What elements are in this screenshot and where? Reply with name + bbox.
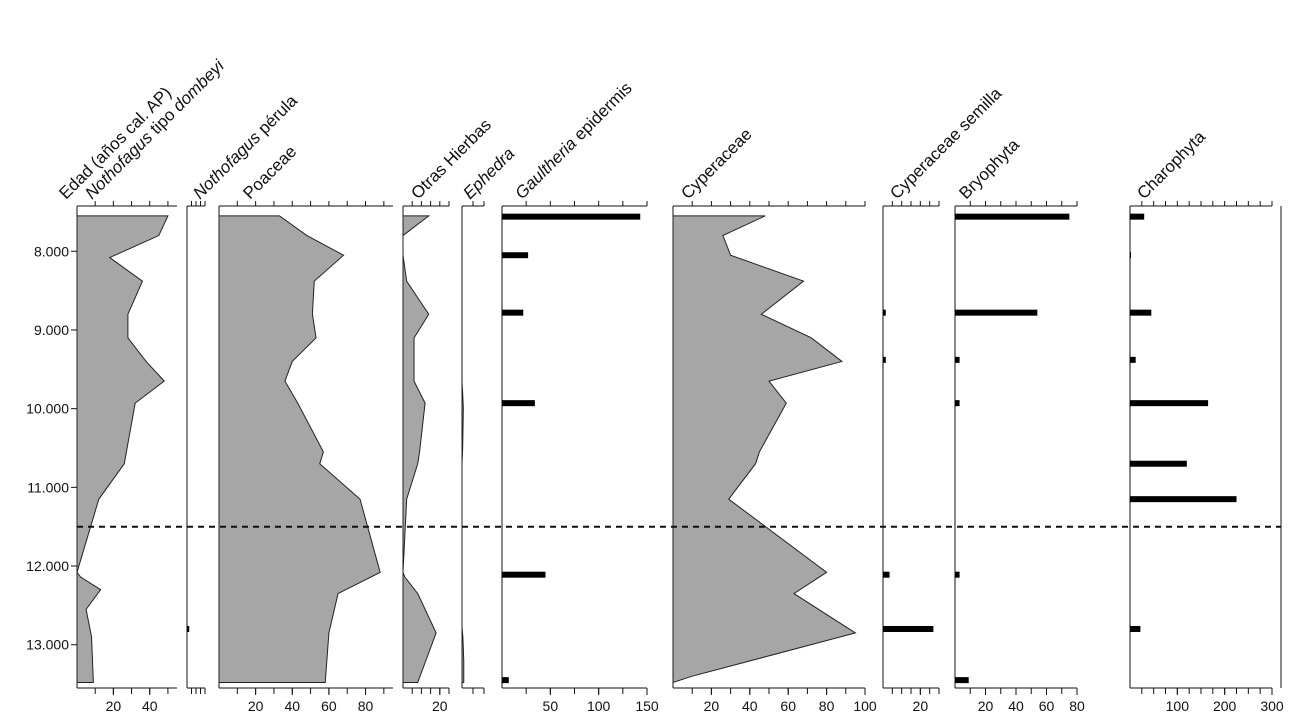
x-tick-label: 20 — [106, 698, 122, 714]
x-tick-label: 40 — [742, 698, 758, 714]
bar-bryophyta — [955, 309, 1038, 316]
bar-charophyta — [1130, 400, 1209, 407]
panel-gaultheria-epidermis: 50 100 150 Gaultheria epidermis — [501, 78, 659, 714]
panel-bryophyta: 20 40 60 80 Bryophyta — [954, 135, 1085, 714]
panel-charophyta: 100 200 300 Charophyta — [1129, 127, 1284, 714]
bar-cyperaceae-semilla — [883, 625, 934, 632]
panel-title: Gaultheria epidermis — [511, 78, 635, 202]
x-tick-label: 80 — [1069, 698, 1085, 714]
bar-cyperaceae-semilla — [883, 309, 886, 316]
curve-cyperaceae — [672, 215, 857, 684]
bar-charophyta — [1130, 356, 1136, 363]
bar-gaultheria-epidermis — [502, 252, 529, 259]
panel-title: Cyperaceae — [677, 125, 755, 203]
x-tick-label: 20 — [432, 698, 448, 714]
x-tick-label: 60 — [321, 698, 337, 714]
age-axis-title: Edad (años cal. AP) — [55, 83, 175, 203]
age-tick-label: 9.000 — [34, 322, 69, 338]
x-tick-label: 40 — [1008, 698, 1024, 714]
curve-ephedra — [461, 381, 465, 683]
curve-nothofagus-tipo-dombeyi — [76, 215, 169, 683]
x-tick-label: 80 — [819, 698, 835, 714]
x-tick-label: 20 — [913, 698, 929, 714]
x-tick-label: 20 — [978, 698, 994, 714]
bar-bryophyta — [955, 400, 960, 407]
bar-gaultheria-epidermis — [502, 677, 509, 684]
bar-bryophyta — [955, 356, 960, 363]
bar-cyperaceae-semilla — [883, 356, 886, 363]
x-tick-label: 80 — [358, 698, 374, 714]
x-tick-label: 300 — [1260, 698, 1284, 714]
bar-gaultheria-epidermis — [502, 571, 546, 578]
x-tick-label: 100 — [1166, 698, 1190, 714]
x-tick-label: 100 — [853, 698, 877, 714]
curve-otras-hierbas — [402, 215, 437, 683]
x-tick-label: 40 — [142, 698, 158, 714]
panel-title: Cyperaceae semilla — [886, 83, 1005, 202]
age-tick-label: 11.000 — [27, 479, 69, 495]
panel-cyperaceae: 20 40 60 80 100 Cyperaceae — [672, 125, 877, 714]
bar-charophyta — [1130, 309, 1152, 316]
x-tick-label: 150 — [635, 698, 659, 714]
age-tick-label: 10.000 — [26, 401, 69, 417]
bar-nothofagus-p-rula — [187, 625, 190, 632]
bar-bryophyta — [955, 213, 1070, 220]
bar-bryophyta — [955, 571, 960, 578]
x-tick-label: 50 — [543, 698, 559, 714]
panel-title: Charophyta — [1133, 127, 1209, 203]
x-tick-label: 20 — [248, 698, 264, 714]
panel-title: Bryophyta — [955, 135, 1023, 203]
panel-ephedra: Ephedra — [459, 144, 518, 694]
bar-bryophyta — [955, 677, 969, 684]
bar-gaultheria-epidermis — [502, 213, 641, 220]
age-tick-label: 12.000 — [26, 558, 69, 574]
bar-charophyta — [1130, 625, 1141, 632]
bar-cyperaceae-semilla — [883, 571, 890, 578]
age-tick-label: 8.000 — [34, 243, 69, 259]
bar-charophyta — [1130, 496, 1237, 503]
x-tick-label: 20 — [704, 698, 720, 714]
bar-charophyta — [1130, 213, 1145, 220]
x-tick-label: 200 — [1213, 698, 1237, 714]
x-tick-label: 40 — [284, 698, 300, 714]
bar-charophyta — [1130, 252, 1131, 259]
bar-gaultheria-epidermis — [502, 400, 535, 407]
curve-poaceae — [218, 215, 381, 683]
x-tick-label: 60 — [780, 698, 796, 714]
x-tick-label: 60 — [1039, 698, 1055, 714]
x-tick-label: 100 — [587, 698, 611, 714]
age-tick-label: 13.000 — [26, 637, 69, 653]
bar-gaultheria-epidermis — [502, 309, 524, 316]
bar-charophyta — [1130, 460, 1187, 467]
